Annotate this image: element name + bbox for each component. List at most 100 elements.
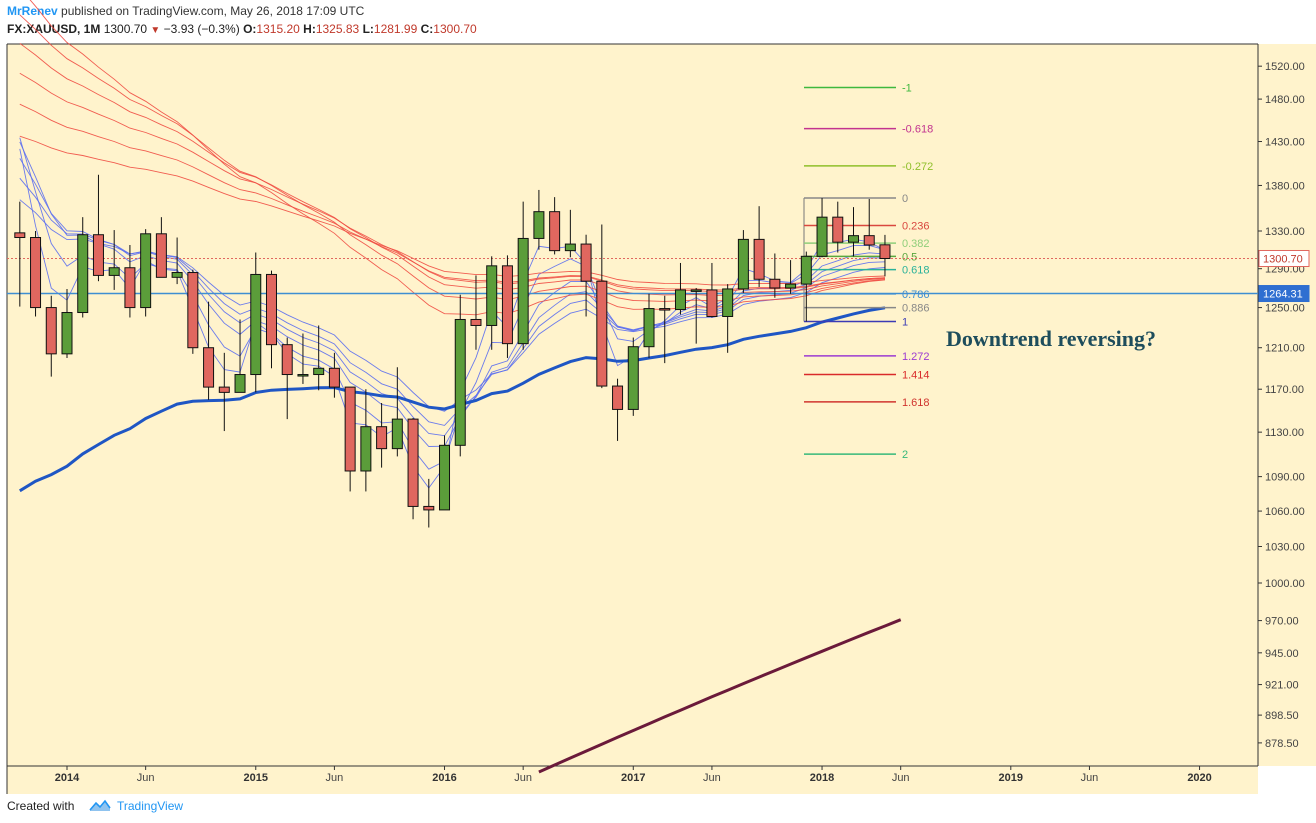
candle-body <box>643 308 655 348</box>
candle-body <box>344 386 356 472</box>
time-axis-labels: 2014 Jun 2015 Jun 2016 Jun 2017 Jun 2018 Jun 2019 J… <box>55 766 1212 784</box>
fib-level-label: 1 <box>902 316 908 328</box>
candle-body <box>722 288 734 317</box>
time-tick-label: 2019 <box>999 772 1023 784</box>
price-tick-label: 1250.00 <box>1265 303 1305 315</box>
candle-body <box>753 238 765 280</box>
fib-level-label: 2 <box>902 449 908 461</box>
candle-body <box>879 244 891 259</box>
candle-body <box>14 232 26 239</box>
candle-body <box>391 418 403 450</box>
fib-level-label: 1.414 <box>902 370 930 382</box>
candle-body <box>45 307 57 355</box>
candle-body <box>203 347 215 388</box>
price-tick-label: 1330.00 <box>1265 226 1305 238</box>
time-tick-label: Jun <box>514 772 532 784</box>
candle-body <box>627 346 639 410</box>
open-label: O: <box>243 22 257 36</box>
candle-body <box>171 272 183 278</box>
publish-info: MrRenev published on TradingView.com, Ma… <box>7 4 364 18</box>
fib-level-label: 0.618 <box>902 265 930 277</box>
price-change: −3.93 (−0.3%) <box>163 22 240 36</box>
candle-body <box>265 273 277 346</box>
candle-body <box>612 385 624 410</box>
candle-body <box>218 386 230 393</box>
candle-body <box>30 237 42 309</box>
candle-body <box>737 238 749 290</box>
time-tick-label: Jun <box>137 772 155 784</box>
ema-red-30 <box>29 0 886 316</box>
ema-red-35 <box>19 14 886 302</box>
high-label: H: <box>303 22 316 36</box>
price-tick-label: 921.00 <box>1265 680 1299 692</box>
ema-lines <box>19 306 902 774</box>
time-tick-label: Jun <box>1081 772 1099 784</box>
chart-header: MrRenev published on TradingView.com, Ma… <box>0 0 1316 42</box>
price-tick-label: 1090.00 <box>1265 472 1305 484</box>
time-tick-label: Jun <box>703 772 721 784</box>
ema-red-45 <box>19 72 886 293</box>
candle-body <box>140 233 152 309</box>
fib-level-label: 0 <box>902 193 908 205</box>
price-axis-labels: 1520.001480.001430.001380.001330.001290.… <box>1258 61 1305 750</box>
candle-body <box>360 426 372 472</box>
candle-body <box>376 426 388 450</box>
low-value: 1281.99 <box>373 22 418 36</box>
candle-body <box>785 283 797 289</box>
last-price: 1300.70 <box>103 22 148 36</box>
candle-body <box>816 216 828 257</box>
price-badge <box>1258 249 1310 267</box>
created-with-text: Created with <box>7 799 75 813</box>
price-badge-label: 1264.31 <box>1263 289 1303 301</box>
author-name[interactable]: MrRenev <box>7 4 58 18</box>
price-tick-label: 1030.00 <box>1265 542 1305 554</box>
candle-body <box>769 278 781 289</box>
time-tick-label: 2018 <box>810 772 834 784</box>
price-tick-label: 1170.00 <box>1265 384 1304 396</box>
candle-body <box>77 234 89 314</box>
fib-level-label: -0.618 <box>902 124 933 136</box>
fib-level-label: 0.886 <box>902 303 930 315</box>
candles <box>14 174 891 528</box>
time-tick-label: 2015 <box>244 772 268 784</box>
tradingview-brand[interactable]: TradingView <box>117 799 184 813</box>
fib-level-label: 0.786 <box>902 289 930 301</box>
down-arrow-icon: ▼ <box>150 25 161 36</box>
candle-body <box>423 505 435 511</box>
close-value: 1300.70 <box>433 22 477 36</box>
candle-body <box>517 237 529 345</box>
tradingview-logo-icon[interactable] <box>88 798 112 814</box>
candle-body <box>486 265 498 326</box>
time-tick-label: 2020 <box>1187 772 1211 784</box>
candle-body <box>580 243 592 282</box>
price-badges: 1300.70 1264.31 <box>1258 249 1310 303</box>
candle-body <box>832 216 844 243</box>
candle-body <box>501 265 513 345</box>
published-text: published on TradingView.com, May 26, 20… <box>61 4 365 18</box>
price-badge <box>1258 285 1310 303</box>
candle-body <box>328 367 340 388</box>
time-axis[interactable] <box>7 766 1258 794</box>
candle-body <box>250 273 262 376</box>
price-tick-label: 878.50 <box>1265 738 1299 750</box>
candle-body <box>61 312 73 355</box>
price-tick-label: 898.50 <box>1265 710 1299 722</box>
time-tick-label: Jun <box>892 772 910 784</box>
open-value: 1315.20 <box>256 22 300 36</box>
candle-body <box>533 211 545 239</box>
time-tick-label: 2017 <box>621 772 645 784</box>
ema-slow-line <box>538 618 902 774</box>
fib-level-label: 1.618 <box>902 397 930 409</box>
low-label: L: <box>362 22 374 36</box>
price-tick-label: 1520.00 <box>1265 61 1305 73</box>
candle-body <box>659 308 671 311</box>
candle-body <box>706 289 718 317</box>
price-tick-label: 1210.00 <box>1265 343 1305 355</box>
candle-body <box>439 444 451 511</box>
candle-body <box>297 374 309 377</box>
high-value: 1325.83 <box>315 22 360 36</box>
close-label: C: <box>420 22 434 36</box>
candle-body <box>674 289 686 311</box>
price-axis[interactable] <box>1258 44 1316 766</box>
